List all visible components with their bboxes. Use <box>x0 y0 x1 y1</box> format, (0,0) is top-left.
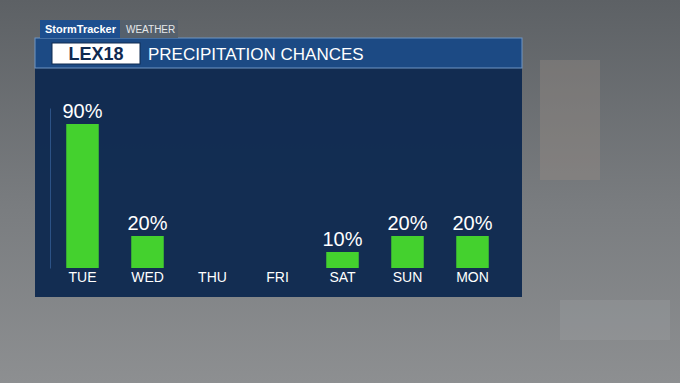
data-label: 20% <box>387 212 427 234</box>
x-tick-label: TUE <box>69 269 97 285</box>
section-tab <box>120 20 178 38</box>
x-tick: FRI <box>266 269 289 285</box>
bar <box>131 236 164 268</box>
data-label: 20% <box>452 212 492 234</box>
data-label: 10% <box>322 228 362 250</box>
x-tick-label: WED <box>131 269 164 285</box>
x-axis: TUE WED THU FRI SAT SUN MON <box>69 269 489 285</box>
logo-text: LEX18 <box>68 44 123 64</box>
x-tick: TUE <box>69 269 97 285</box>
logo-box <box>52 43 140 64</box>
bar <box>326 252 359 268</box>
brand-text: StormTracker <box>45 23 117 35</box>
background <box>0 0 680 383</box>
data-label: 20% <box>127 212 167 234</box>
bar <box>456 236 489 268</box>
title: PRECIPITATION CHANCES <box>148 45 364 64</box>
x-tick: MON <box>456 269 489 285</box>
x-tick: SAT <box>329 269 356 285</box>
brand-tab <box>40 20 120 38</box>
y-axis-line <box>50 109 51 269</box>
x-tick-label: SUN <box>393 269 423 285</box>
x-tick: THU <box>198 269 227 285</box>
data-label: 90% <box>62 100 102 122</box>
bar <box>391 236 424 268</box>
y-axis <box>50 109 51 269</box>
x-tick-label: FRI <box>266 269 289 285</box>
x-tick-label: SAT <box>329 269 356 285</box>
bars <box>66 124 489 268</box>
header-strip <box>35 38 522 68</box>
background-reflection <box>540 60 600 180</box>
bar <box>66 124 99 268</box>
section-text: WEATHER <box>126 24 175 35</box>
x-tick-label: MON <box>456 269 489 285</box>
background-reflection <box>560 300 670 340</box>
x-tick: SUN <box>393 269 423 285</box>
x-tick-label: THU <box>198 269 227 285</box>
panel <box>35 38 522 297</box>
data-labels: 90% 20% 10% 20% 20% <box>62 100 492 250</box>
x-tick: WED <box>131 269 164 285</box>
